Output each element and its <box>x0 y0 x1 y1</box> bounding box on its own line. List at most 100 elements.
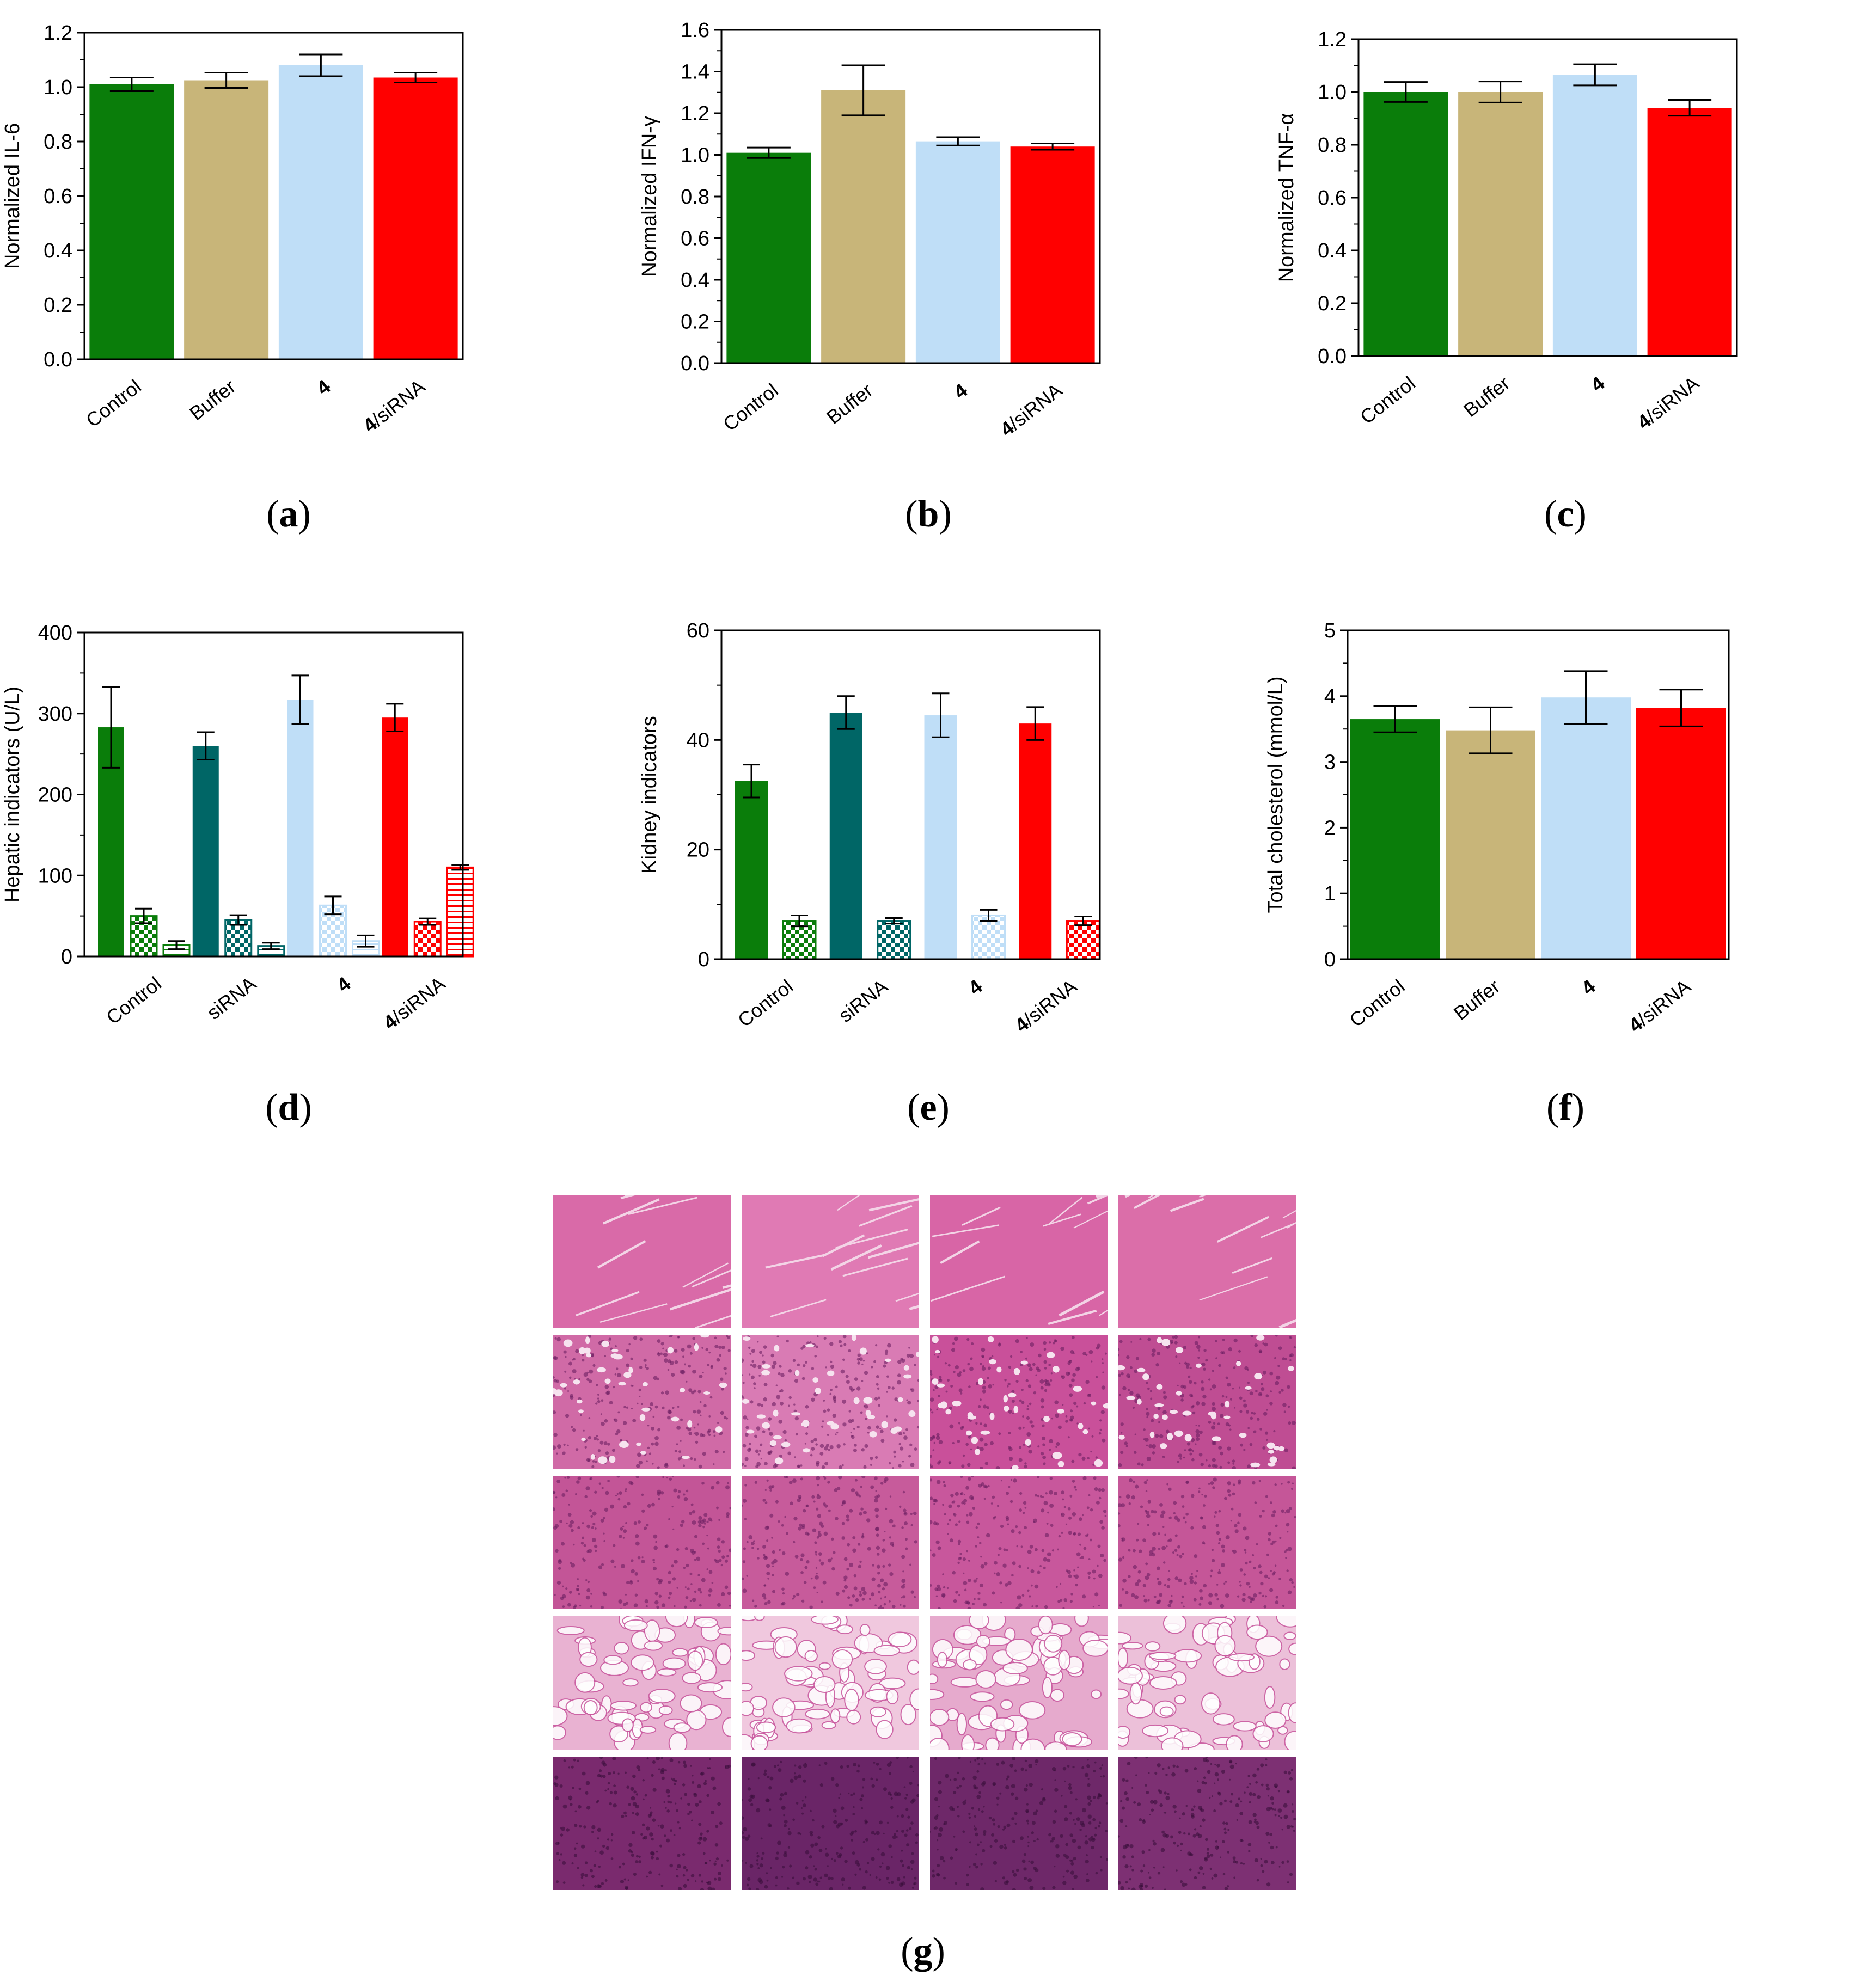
cell-nucleus <box>801 1377 805 1380</box>
cell-nucleus <box>616 1493 619 1495</box>
cell-nucleus <box>1073 1401 1077 1406</box>
cell-nucleus <box>632 1802 637 1807</box>
cell-nucleus <box>1225 1396 1228 1398</box>
cell-nucleus <box>1190 1494 1195 1498</box>
cell-nucleus <box>573 1847 577 1850</box>
cell-nucleus <box>683 1883 687 1888</box>
tubule-lumen <box>671 1416 680 1422</box>
cell-nucleus <box>677 1864 681 1868</box>
cell-nucleus <box>660 1391 664 1395</box>
cell-nucleus <box>1164 1584 1166 1587</box>
cell-nucleus <box>742 1382 745 1384</box>
cell-nucleus <box>746 1541 749 1543</box>
tubule-lumen <box>1278 1446 1285 1451</box>
cell-nucleus <box>665 1838 670 1843</box>
tubule-lumen <box>966 1430 972 1436</box>
cell-nucleus <box>635 1464 640 1468</box>
cell-nucleus <box>684 1586 687 1588</box>
cell-nucleus <box>1217 1791 1222 1796</box>
cell-nucleus <box>1102 1358 1104 1360</box>
cell-nucleus <box>570 1561 572 1564</box>
bar <box>924 715 957 959</box>
cell-nucleus <box>750 1400 754 1404</box>
cell-nucleus <box>904 1797 907 1800</box>
cell-nucleus <box>698 1574 700 1576</box>
cell-nucleus <box>757 1557 760 1560</box>
cell-nucleus <box>819 1783 823 1787</box>
cell-nucleus <box>1252 1793 1256 1796</box>
cell-nucleus <box>646 1826 650 1831</box>
cell-nucleus <box>715 1857 719 1861</box>
cell-nucleus <box>816 1495 821 1499</box>
cell-nucleus <box>994 1880 997 1882</box>
cell-nucleus <box>862 1360 865 1362</box>
cell-nucleus <box>699 1604 702 1607</box>
cell-nucleus <box>999 1792 1002 1795</box>
alveolus <box>697 1682 723 1693</box>
tubule-lumen <box>774 1457 784 1464</box>
cell-nucleus <box>910 1463 915 1467</box>
cell-nucleus <box>1197 1780 1199 1782</box>
cell-nucleus <box>714 1860 717 1862</box>
cell-nucleus <box>1122 1588 1124 1591</box>
cell-nucleus <box>807 1874 812 1879</box>
cell-nucleus <box>976 1446 980 1450</box>
cell-nucleus <box>597 1394 599 1396</box>
cell-nucleus <box>606 1390 611 1395</box>
cell-nucleus <box>1286 1825 1290 1829</box>
tubule-lumen <box>1091 1401 1097 1406</box>
cell-nucleus <box>619 1439 623 1442</box>
tubule-lumen <box>1212 1436 1221 1442</box>
cell-nucleus <box>1293 1586 1295 1588</box>
cell-nucleus <box>1155 1434 1159 1438</box>
cell-nucleus <box>1174 1549 1178 1552</box>
tubule-lumen <box>581 1437 586 1441</box>
cell-nucleus <box>1074 1574 1079 1579</box>
bar <box>446 866 474 958</box>
cell-nucleus <box>963 1493 965 1496</box>
cell-nucleus <box>660 1491 664 1495</box>
cell-nucleus <box>560 1833 564 1837</box>
cell-nucleus <box>811 1367 815 1370</box>
cell-nucleus <box>1117 1354 1120 1357</box>
cell-nucleus <box>702 1837 707 1842</box>
cell-nucleus <box>592 1460 595 1463</box>
cell-nucleus <box>1091 1360 1093 1363</box>
cell-nucleus <box>576 1842 578 1845</box>
cell-nucleus <box>845 1819 848 1822</box>
alveolus <box>644 1640 663 1651</box>
tissue-texture <box>1106 1606 1304 1756</box>
cell-nucleus <box>846 1514 849 1518</box>
cell-nucleus <box>814 1354 817 1358</box>
cell-nucleus <box>958 1388 963 1392</box>
y-tick-label: 1.6 <box>681 19 709 42</box>
cell-nucleus <box>1103 1559 1106 1562</box>
cell-nucleus <box>870 1777 873 1781</box>
cell-nucleus <box>582 1884 585 1887</box>
cell-nucleus <box>775 1384 778 1386</box>
cell-nucleus <box>705 1862 708 1864</box>
cell-nucleus <box>577 1526 580 1530</box>
cell-nucleus <box>665 1769 667 1771</box>
cell-nucleus <box>660 1824 664 1829</box>
cell-nucleus <box>749 1794 754 1799</box>
cell-nucleus <box>622 1862 625 1866</box>
cell-nucleus <box>794 1555 799 1559</box>
cell-nucleus <box>687 1344 692 1349</box>
cell-nucleus <box>949 1462 951 1465</box>
cell-nucleus <box>1204 1856 1208 1860</box>
cell-nucleus <box>641 1823 645 1827</box>
cell-nucleus <box>968 1512 973 1517</box>
tubule-lumen <box>1008 1392 1017 1398</box>
cell-nucleus <box>929 1584 932 1587</box>
cell-nucleus <box>594 1885 597 1888</box>
tubule-lumen <box>773 1435 782 1439</box>
cell-nucleus <box>1042 1443 1045 1446</box>
alveolus <box>687 1650 703 1671</box>
cell-nucleus <box>1173 1501 1177 1505</box>
cell-nucleus <box>1189 1579 1194 1584</box>
cell-nucleus <box>570 1803 573 1806</box>
cell-nucleus <box>1085 1534 1088 1537</box>
cell-nucleus <box>594 1437 597 1440</box>
cell-nucleus <box>554 1775 559 1780</box>
